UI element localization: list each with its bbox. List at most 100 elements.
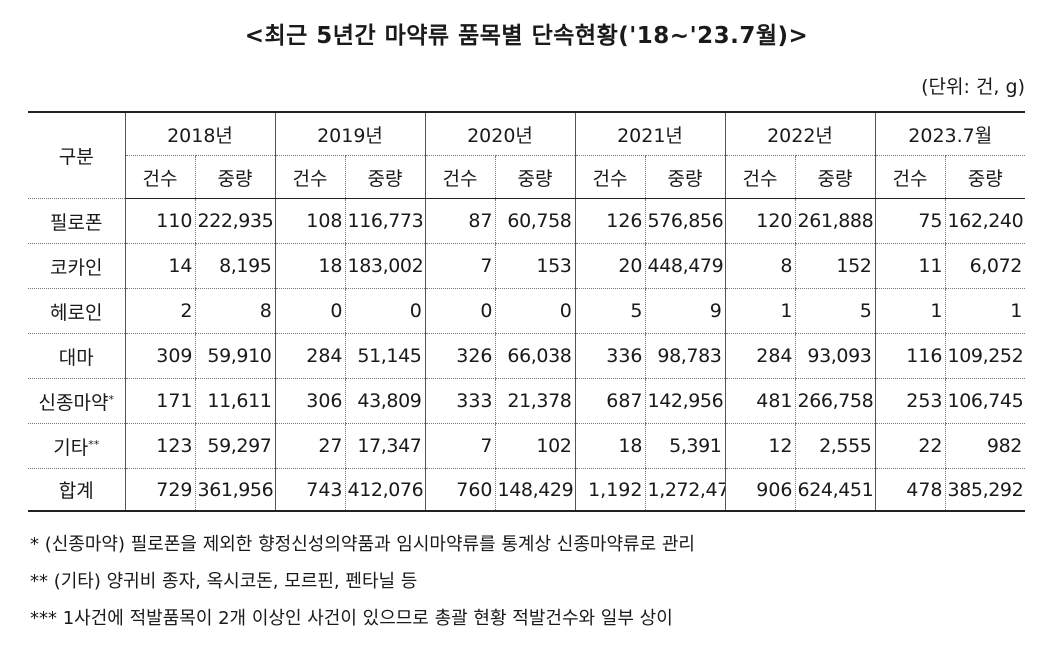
weight-cell: 153 [494,243,576,289]
count-header: 건수 [274,155,345,199]
row-label: 합계 [28,468,126,512]
weight-cell: 183,002 [344,243,426,289]
count-cell: 110 [124,198,195,244]
count-header: 건수 [724,155,795,199]
table-row: 합계 729 361,956 743 412,076 760 148,429 1,192 1,2… [28,468,1025,512]
count-cell: 333 [424,378,495,424]
table-row: 코카인 14 8,195 18 183,002 7 153 20 448,479 8 152 11 6,… [28,243,1025,289]
weight-cell: 8 [194,288,276,334]
count-cell: 20 [574,243,645,289]
weight-header: 중량 [494,155,576,199]
year-header: 2021년 [574,111,726,156]
table-row: 대마 309 59,910 284 51,145 326 66,038 336 98,783 28… [28,333,1025,379]
weight-cell: 261,888 [794,198,876,244]
weight-cell: 66,038 [494,333,576,379]
weight-cell: 162,240 [944,198,1025,244]
year-header: 2020년 [424,111,576,156]
row-label: 필로폰 [28,198,126,244]
count-cell: 120 [724,198,795,244]
weight-cell: 5 [794,288,876,334]
weight-cell: 385,292 [944,468,1025,512]
count-cell: 12 [724,423,795,469]
weight-cell: 51,145 [344,333,426,379]
weight-cell: 266,758 [794,378,876,424]
weight-cell: 11,611 [194,378,276,424]
weight-header: 중량 [344,155,426,199]
footnote-new-drugs: * (신종마약) 필로폰을 제외한 향정신성의약품과 임시마약류를 통계상 신종… [30,534,695,555]
weight-cell: 59,910 [194,333,276,379]
count-cell: 123 [124,423,195,469]
footnote-marker: ** [88,437,100,451]
count-cell: 743 [274,468,345,512]
count-cell: 481 [724,378,795,424]
weight-cell: 0 [344,288,426,334]
row-label-text: 코카인 [50,256,103,279]
count-header: 건수 [124,155,195,199]
row-label-text: 기타 [53,436,89,459]
drug-enforcement-table: 구분 2018년 2019년 2020년 2021년 2022년 2023.7월 건수 중량… [28,111,1025,512]
footnote-case-count: *** 1사건에 적발품목이 2개 이상인 사건이 있으므로 총괄 현황 적발건… [30,608,673,629]
weight-header: 중량 [944,155,1025,199]
footnote-marker: * [108,392,114,406]
row-label: 코카인 [28,243,126,289]
footnote-others: ** (기타) 양귀비 종자, 옥시코돈, 모르핀, 펜타닐 등 [30,571,418,592]
count-cell: 7 [424,243,495,289]
weight-cell: 43,809 [344,378,426,424]
count-cell: 5 [574,288,645,334]
footnotes: * (신종마약) 필로폰을 제외한 향정신성의약품과 임시마약류를 통계상 신종… [30,526,695,637]
weight-cell: 361,956 [194,468,276,512]
count-cell: 326 [424,333,495,379]
weight-cell: 8,195 [194,243,276,289]
count-cell: 336 [574,333,645,379]
count-cell: 0 [274,288,345,334]
weight-cell: 412,076 [344,468,426,512]
row-label-text: 신종마약 [38,391,109,414]
count-cell: 253 [874,378,945,424]
year-header: 2023.7월 [874,111,1025,156]
year-header: 2019년 [274,111,426,156]
weight-header: 중량 [644,155,726,199]
count-cell: 126 [574,198,645,244]
count-cell: 116 [874,333,945,379]
count-cell: 18 [574,423,645,469]
table-row: 필로폰 110 222,935 108 116,773 87 60,758 126 576,85… [28,198,1025,244]
weight-cell: 1 [944,288,1025,334]
count-cell: 284 [724,333,795,379]
count-cell: 7 [424,423,495,469]
count-cell: 87 [424,198,495,244]
weight-header: 중량 [794,155,876,199]
count-cell: 906 [724,468,795,512]
weight-cell: 60,758 [494,198,576,244]
count-cell: 760 [424,468,495,512]
count-cell: 1 [724,288,795,334]
table-row: 헤로인 2 8 0 0 0 0 5 9 1 5 1 1 [28,288,1025,334]
row-label: 기타** [28,423,126,469]
count-header: 건수 [424,155,495,199]
weight-cell: 0 [494,288,576,334]
weight-cell: 982 [944,423,1025,469]
count-header: 건수 [874,155,945,199]
weight-cell: 152 [794,243,876,289]
weight-cell: 59,297 [194,423,276,469]
weight-cell: 106,745 [944,378,1025,424]
count-cell: 14 [124,243,195,289]
weight-cell: 222,935 [194,198,276,244]
count-cell: 8 [724,243,795,289]
weight-cell: 142,956 [644,378,726,424]
row-label: 대마 [28,333,126,379]
row-label-text: 헤로인 [50,301,103,324]
weight-cell: 2,555 [794,423,876,469]
weight-cell: 576,856 [644,198,726,244]
count-cell: 687 [574,378,645,424]
count-cell: 478 [874,468,945,512]
count-cell: 1,192 [574,468,645,512]
count-cell: 1 [874,288,945,334]
row-label: 헤로인 [28,288,126,334]
count-cell: 22 [874,423,945,469]
count-cell: 171 [124,378,195,424]
count-cell: 309 [124,333,195,379]
weight-cell: 148,429 [494,468,576,512]
table-row: 기타** 123 59,297 27 17,347 7 102 18 5,391 12 2,555 2… [28,423,1025,469]
weight-cell: 448,479 [644,243,726,289]
weight-cell: 17,347 [344,423,426,469]
